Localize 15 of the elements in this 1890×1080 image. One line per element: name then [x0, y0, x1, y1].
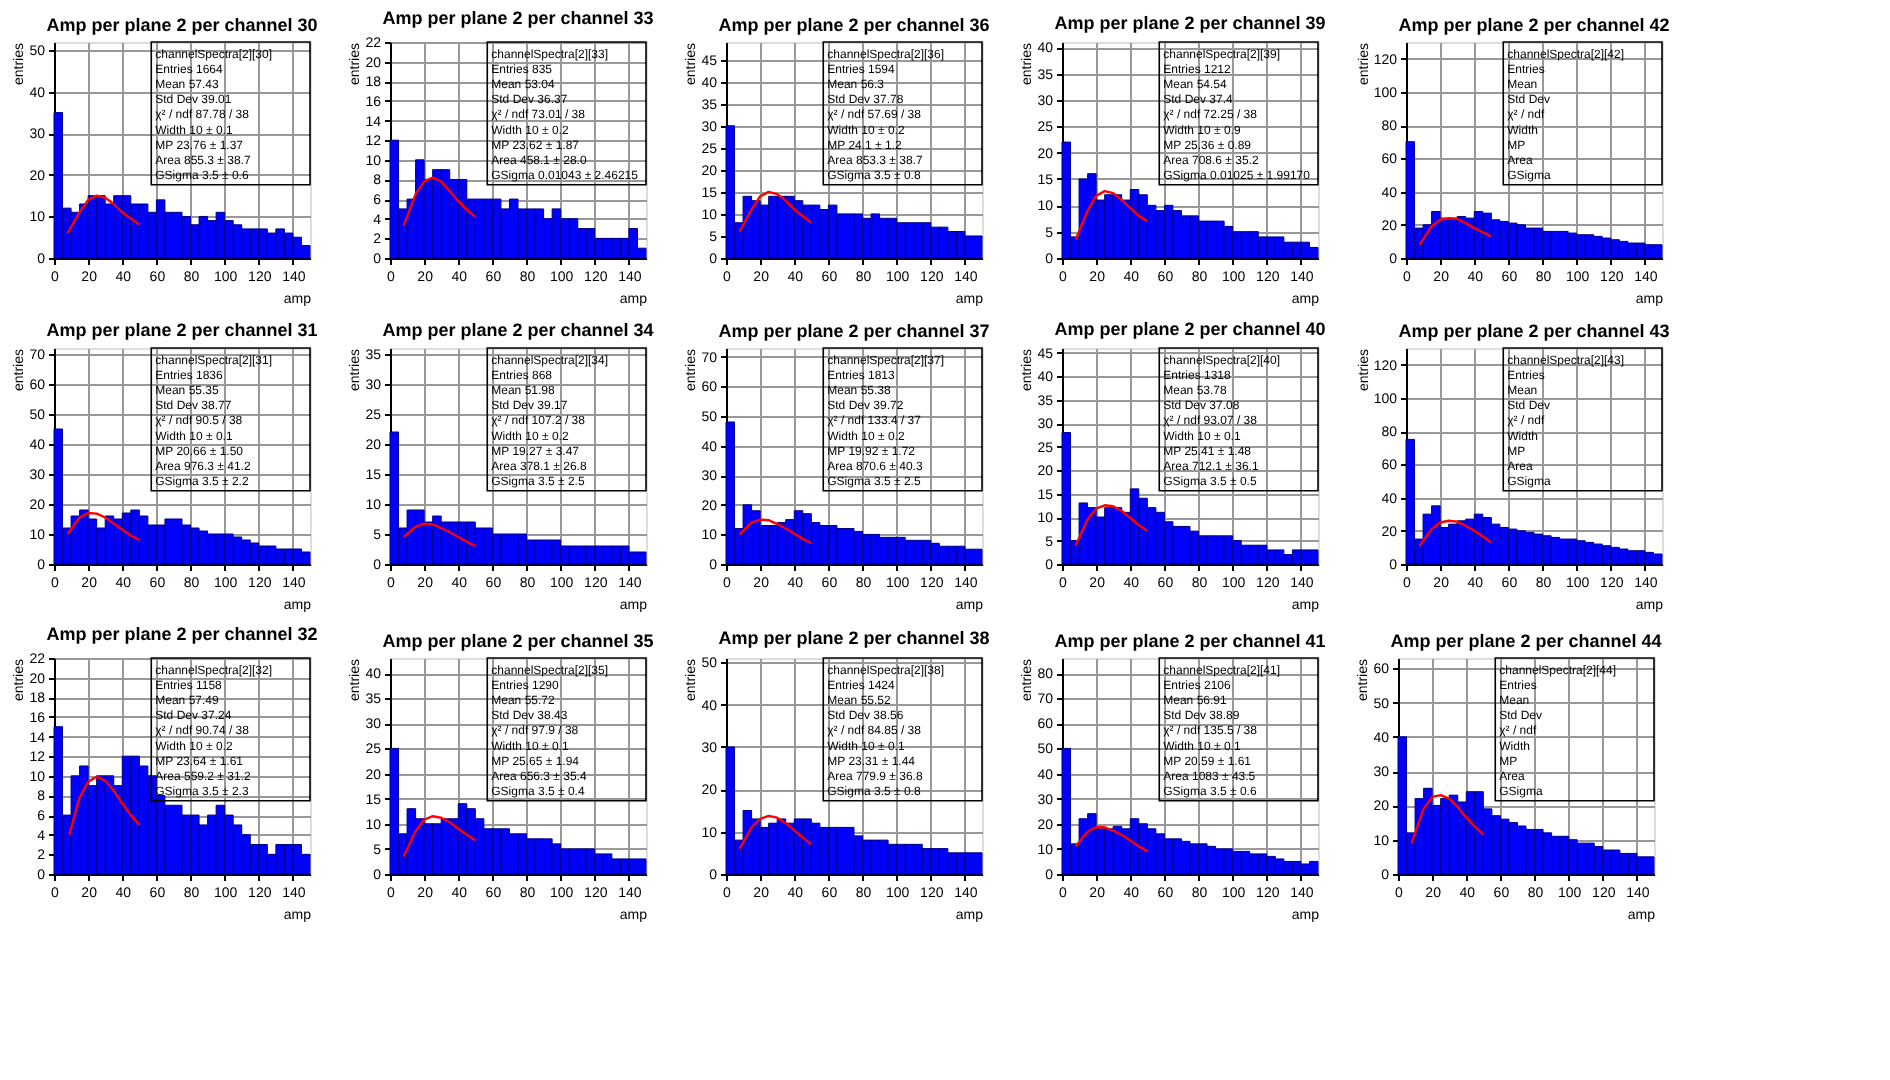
chart-title: Amp per plane 2 per channel 34 — [382, 320, 654, 340]
chart-title: Amp per plane 2 per channel 41 — [1054, 631, 1326, 652]
chart-title: Amp per plane 2 per channel 43 — [1398, 321, 1670, 342]
chart-title: Amp per plane 2 per channel 37 — [718, 321, 990, 342]
chart-title: Amp per plane 2 per channel 30 — [46, 15, 318, 36]
chart-title: Amp per plane 2 per channel 35 — [382, 631, 654, 652]
chart-title: Amp per plane 2 per channel 39 — [1054, 13, 1326, 34]
chart-title: Amp per plane 2 per channel 38 — [718, 628, 990, 649]
chart-title: Amp per plane 2 per channel 31 — [46, 320, 318, 340]
chart-title: Amp per plane 2 per channel 44 — [1390, 631, 1662, 652]
chart-title: Amp per plane 2 per channel 33 — [382, 8, 654, 28]
chart-title: Amp per plane 2 per channel 42 — [1398, 15, 1670, 36]
chart-title: Amp per plane 2 per channel 32 — [46, 624, 318, 644]
chart-title: Amp per plane 2 per channel 36 — [718, 15, 990, 36]
chart-title: Amp per plane 2 per channel 40 — [1054, 318, 1326, 339]
